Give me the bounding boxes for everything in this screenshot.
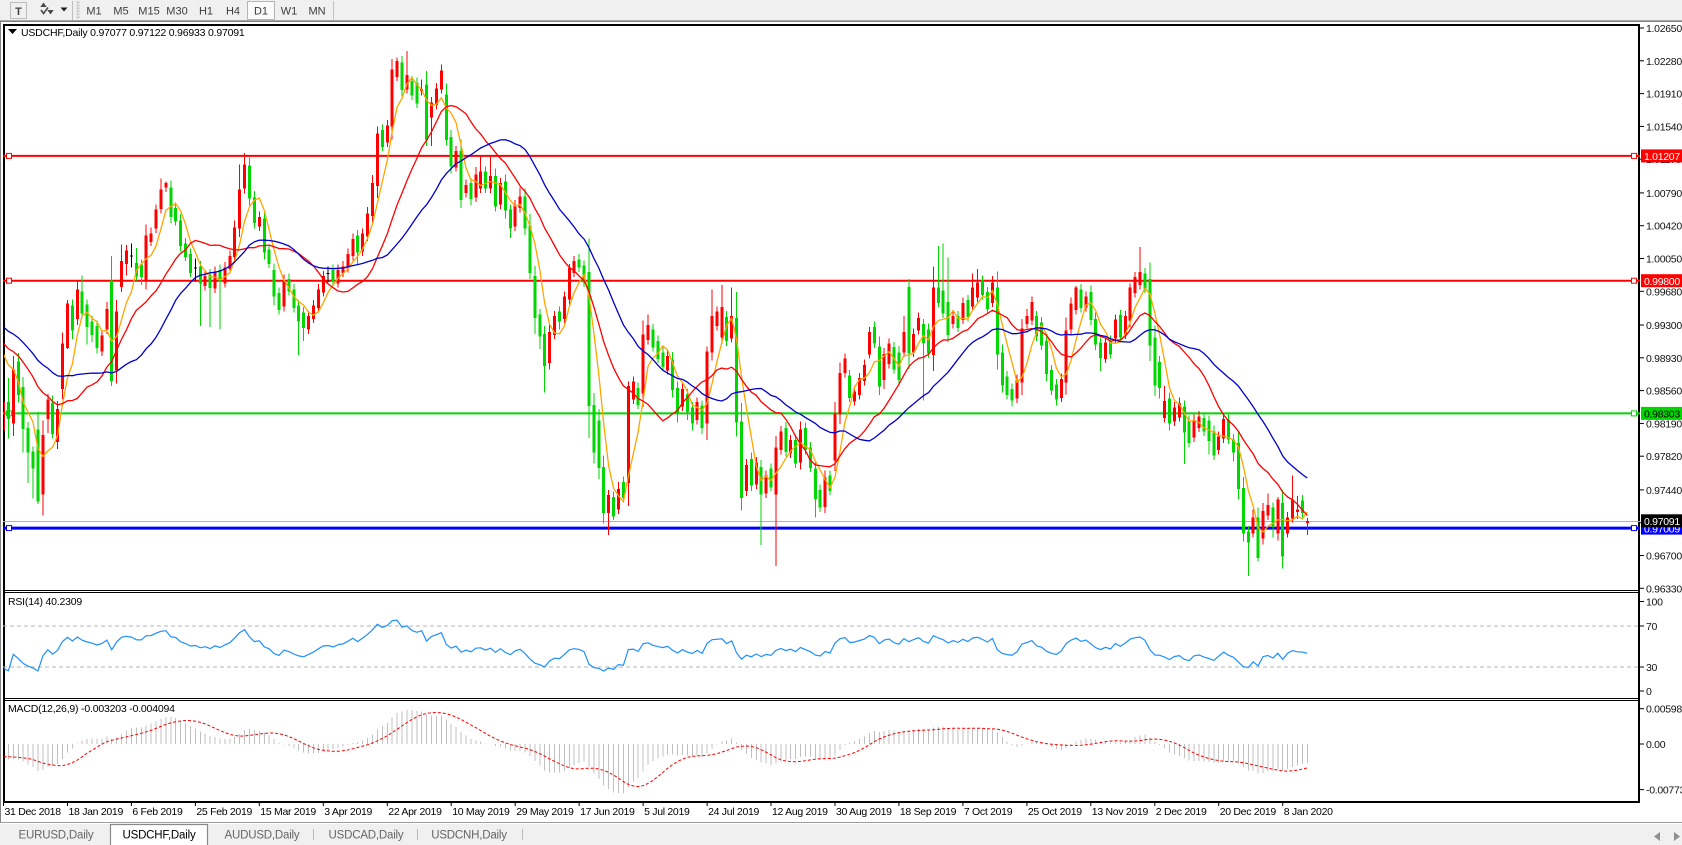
svg-text:20 Dec 2019: 20 Dec 2019 [1220, 806, 1277, 818]
svg-text:1.01910: 1.01910 [1646, 89, 1682, 101]
svg-text:M15: M15 [138, 6, 159, 18]
svg-text:1.01207: 1.01207 [1644, 151, 1680, 163]
svg-text:10 May 2019: 10 May 2019 [452, 806, 510, 818]
svg-text:29 May 2019: 29 May 2019 [516, 806, 574, 818]
svg-text:EURUSD,Daily: EURUSD,Daily [19, 830, 94, 842]
svg-text:0.99800: 0.99800 [1644, 276, 1680, 288]
svg-text:30 Aug 2019: 30 Aug 2019 [836, 806, 892, 818]
svg-text:MACD(12,26,9) -0.003203 -0.004: MACD(12,26,9) -0.003203 -0.004094 [8, 703, 175, 715]
svg-text:0.96700: 0.96700 [1646, 551, 1682, 563]
svg-text:M5: M5 [113, 6, 128, 18]
svg-text:1.00420: 1.00420 [1646, 221, 1682, 233]
svg-text:5 Jul 2019: 5 Jul 2019 [644, 806, 690, 818]
svg-text:0.00: 0.00 [1646, 739, 1666, 751]
svg-text:0.98303: 0.98303 [1644, 409, 1680, 421]
svg-text:USDCHF,Daily 0.97077 0.97122: USDCHF,Daily 0.97077 0.97122 0.96933 0.9… [21, 27, 245, 39]
svg-text:30: 30 [1646, 662, 1658, 674]
svg-text:0: 0 [1646, 686, 1652, 698]
svg-text:22 Apr 2019: 22 Apr 2019 [388, 806, 442, 818]
svg-text:H1: H1 [199, 6, 213, 18]
svg-text:USDCHF,Daily: USDCHF,Daily [123, 830, 196, 842]
svg-text:70: 70 [1646, 621, 1658, 633]
svg-text:1.01540: 1.01540 [1646, 121, 1682, 133]
svg-text:0.98560: 0.98560 [1646, 386, 1682, 398]
svg-text:AUDUSD,Daily: AUDUSD,Daily [225, 830, 300, 842]
svg-text:M30: M30 [166, 6, 187, 18]
svg-text:13 Nov 2019: 13 Nov 2019 [1092, 806, 1149, 818]
svg-text:100: 100 [1646, 597, 1663, 609]
svg-text:USDCAD,Daily: USDCAD,Daily [329, 830, 404, 842]
svg-text:0.96330: 0.96330 [1646, 583, 1682, 595]
svg-text:18 Sep 2019: 18 Sep 2019 [900, 806, 957, 818]
svg-text:0.005986: 0.005986 [1646, 704, 1682, 716]
svg-text:18 Jan 2019: 18 Jan 2019 [69, 806, 124, 818]
svg-text:8 Jan 2020: 8 Jan 2020 [1284, 806, 1333, 818]
svg-text:W1: W1 [281, 6, 298, 18]
svg-text:USDCNH,Daily: USDCNH,Daily [431, 830, 507, 842]
svg-text:0.97820: 0.97820 [1646, 451, 1682, 463]
svg-text:T: T [15, 6, 22, 18]
svg-text:1.00790: 1.00790 [1646, 188, 1682, 200]
svg-text:7 Oct 2019: 7 Oct 2019 [964, 806, 1013, 818]
svg-text:0.97440: 0.97440 [1646, 485, 1682, 497]
svg-text:MN: MN [308, 6, 325, 18]
svg-text:1.02650: 1.02650 [1646, 23, 1682, 35]
svg-text:1.00050: 1.00050 [1646, 254, 1682, 266]
svg-text:31 Dec 2018: 31 Dec 2018 [5, 806, 62, 818]
svg-text:3 Apr 2019: 3 Apr 2019 [324, 806, 372, 818]
svg-text:1.02280: 1.02280 [1646, 56, 1682, 68]
svg-text:12 Aug 2019: 12 Aug 2019 [772, 806, 828, 818]
svg-text:17 Jun 2019: 17 Jun 2019 [580, 806, 635, 818]
svg-text:2 Dec 2019: 2 Dec 2019 [1156, 806, 1207, 818]
svg-text:-0.007732: -0.007732 [1646, 785, 1682, 797]
svg-text:M1: M1 [86, 6, 101, 18]
svg-text:6 Feb 2019: 6 Feb 2019 [132, 806, 183, 818]
svg-text:25 Feb 2019: 25 Feb 2019 [196, 806, 252, 818]
svg-text:0.98930: 0.98930 [1646, 353, 1682, 365]
svg-text:0.97091: 0.97091 [1644, 516, 1680, 528]
svg-text:25 Oct 2019: 25 Oct 2019 [1028, 806, 1082, 818]
svg-text:RSI(14) 40.2309: RSI(14) 40.2309 [8, 596, 82, 608]
svg-text:24 Jul 2019: 24 Jul 2019 [708, 806, 759, 818]
svg-text:D1: D1 [254, 6, 268, 18]
svg-text:H4: H4 [226, 6, 240, 18]
svg-text:0.99680: 0.99680 [1646, 286, 1682, 298]
svg-text:0.98190: 0.98190 [1646, 418, 1682, 430]
svg-text:15 Mar 2019: 15 Mar 2019 [260, 806, 316, 818]
svg-text:0.99300: 0.99300 [1646, 320, 1682, 332]
